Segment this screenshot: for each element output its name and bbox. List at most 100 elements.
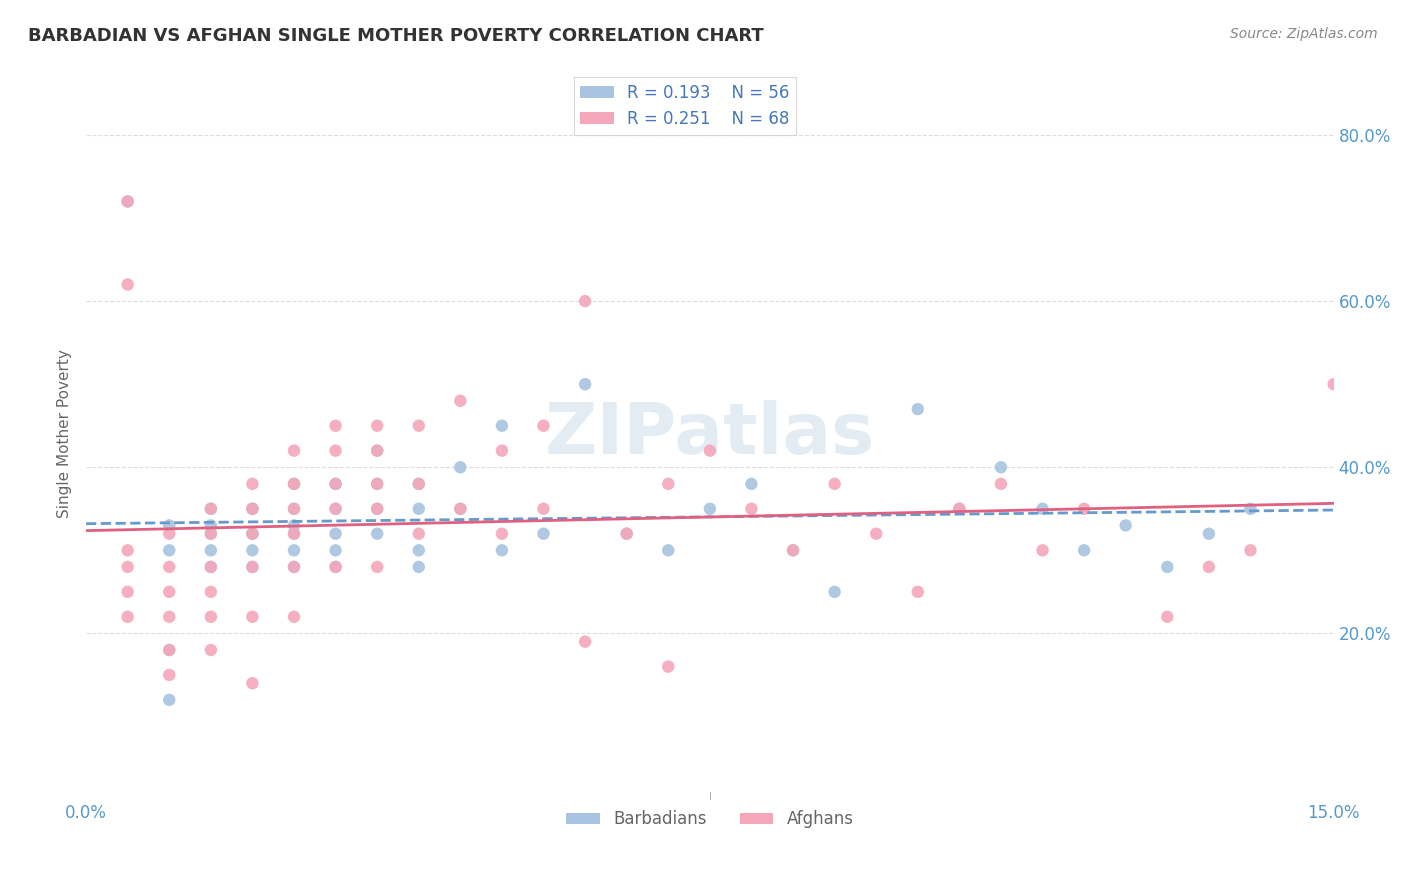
Point xyxy=(449,460,471,475)
Point xyxy=(242,560,264,574)
Point xyxy=(117,609,139,624)
Point xyxy=(242,476,264,491)
Point xyxy=(1198,560,1220,574)
Point xyxy=(242,501,264,516)
Point xyxy=(1198,526,1220,541)
Point xyxy=(491,543,513,558)
Point xyxy=(408,418,430,433)
Point xyxy=(533,526,555,541)
Point xyxy=(782,543,804,558)
Point xyxy=(366,501,388,516)
Legend: Barbadians, Afghans: Barbadians, Afghans xyxy=(560,804,860,835)
Point xyxy=(948,501,970,516)
Point xyxy=(242,543,264,558)
Point xyxy=(200,526,222,541)
Point xyxy=(200,643,222,657)
Point xyxy=(157,668,180,682)
Point xyxy=(242,676,264,690)
Point xyxy=(491,443,513,458)
Point xyxy=(1156,560,1178,574)
Point xyxy=(325,526,347,541)
Point xyxy=(242,526,264,541)
Point xyxy=(325,476,347,491)
Point xyxy=(242,526,264,541)
Point xyxy=(491,526,513,541)
Point xyxy=(283,543,305,558)
Point xyxy=(366,418,388,433)
Point xyxy=(616,526,638,541)
Point xyxy=(1323,377,1346,392)
Point xyxy=(157,693,180,707)
Point xyxy=(907,585,929,599)
Point xyxy=(200,585,222,599)
Point xyxy=(408,501,430,516)
Point xyxy=(574,634,596,648)
Point xyxy=(408,560,430,574)
Point xyxy=(283,560,305,574)
Point xyxy=(616,526,638,541)
Point xyxy=(449,393,471,408)
Point xyxy=(200,560,222,574)
Point xyxy=(325,501,347,516)
Point xyxy=(283,501,305,516)
Point xyxy=(408,526,430,541)
Point xyxy=(157,518,180,533)
Point xyxy=(657,543,679,558)
Point xyxy=(408,476,430,491)
Point xyxy=(740,476,762,491)
Point xyxy=(574,377,596,392)
Point xyxy=(366,443,388,458)
Point xyxy=(242,526,264,541)
Point xyxy=(283,560,305,574)
Text: BARBADIAN VS AFGHAN SINGLE MOTHER POVERTY CORRELATION CHART: BARBADIAN VS AFGHAN SINGLE MOTHER POVERT… xyxy=(28,27,763,45)
Point xyxy=(366,501,388,516)
Point xyxy=(117,194,139,209)
Point xyxy=(990,476,1012,491)
Point xyxy=(824,585,846,599)
Point xyxy=(1073,543,1095,558)
Point xyxy=(449,501,471,516)
Point xyxy=(283,609,305,624)
Point xyxy=(657,476,679,491)
Point xyxy=(907,402,929,417)
Point xyxy=(157,643,180,657)
Point xyxy=(325,476,347,491)
Point xyxy=(408,476,430,491)
Point xyxy=(1239,501,1261,516)
Point xyxy=(782,543,804,558)
Point xyxy=(366,443,388,458)
Point xyxy=(283,476,305,491)
Point xyxy=(366,526,388,541)
Point xyxy=(990,460,1012,475)
Point xyxy=(242,609,264,624)
Point xyxy=(325,418,347,433)
Point xyxy=(283,476,305,491)
Point xyxy=(117,585,139,599)
Point xyxy=(117,194,139,209)
Point xyxy=(325,443,347,458)
Point xyxy=(366,560,388,574)
Point xyxy=(117,543,139,558)
Point xyxy=(491,418,513,433)
Point xyxy=(699,443,721,458)
Point xyxy=(366,476,388,491)
Point xyxy=(408,543,430,558)
Point xyxy=(283,526,305,541)
Point xyxy=(366,476,388,491)
Point xyxy=(157,560,180,574)
Point xyxy=(242,501,264,516)
Point xyxy=(283,443,305,458)
Point xyxy=(1239,543,1261,558)
Point xyxy=(200,609,222,624)
Point xyxy=(699,501,721,516)
Point xyxy=(157,643,180,657)
Point xyxy=(157,526,180,541)
Point xyxy=(200,543,222,558)
Point xyxy=(1073,501,1095,516)
Point xyxy=(325,501,347,516)
Point xyxy=(533,418,555,433)
Point xyxy=(1031,501,1053,516)
Point xyxy=(200,560,222,574)
Point xyxy=(325,560,347,574)
Point xyxy=(325,560,347,574)
